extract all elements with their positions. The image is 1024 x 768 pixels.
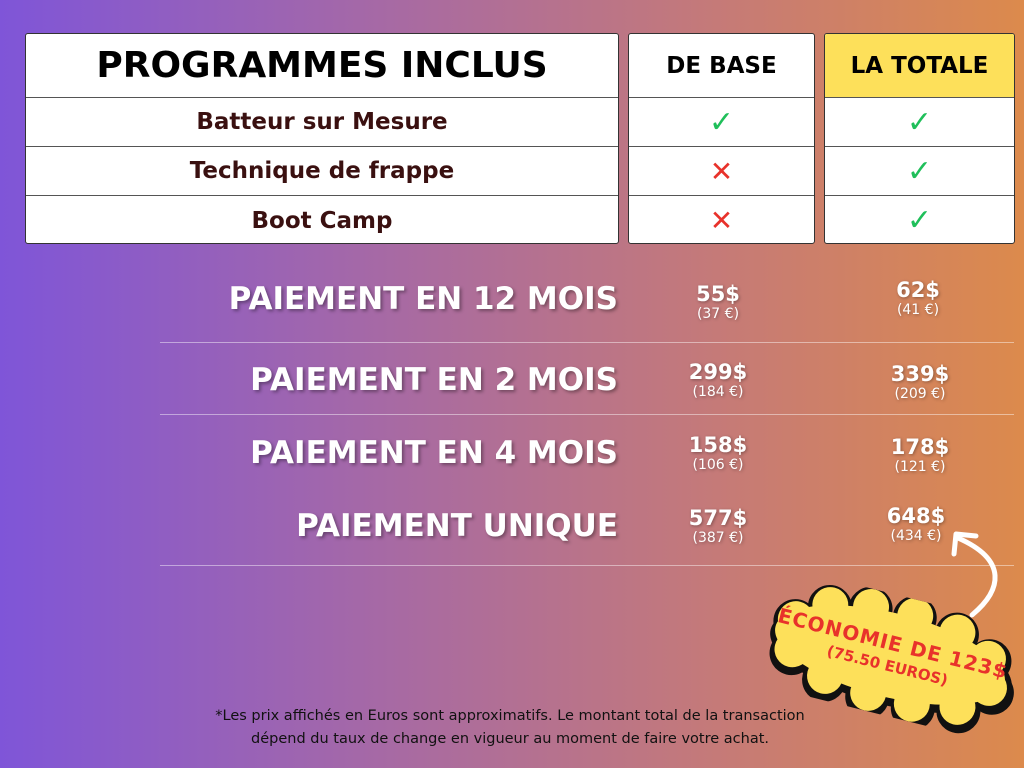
arrow-icon [951,531,998,618]
program-name: Boot Camp [251,207,393,234]
price-usd: 158$ [688,433,748,457]
plan-column-totale: LA TOTALE ✓ ✓ ✓ [824,33,1015,244]
price-eur: (209 €) [894,386,946,402]
price-totale: 62$ (41 €) [858,278,978,318]
price-eur: (184 €) [692,384,744,400]
check-icon: ✓ [629,98,814,147]
cross-icon: ✕ [709,204,734,237]
burst-shape [769,585,1014,734]
program-name: Technique de frappe [26,147,618,196]
check-icon: ✓ [906,203,933,238]
price-totale: 648$ (434 €) [856,504,976,544]
price-usd: 299$ [688,360,748,384]
price-base: 55$ (37 €) [658,282,778,322]
price-eur: (41 €) [896,302,940,318]
payment-label: PAIEMENT EN 12 MOIS [228,281,618,317]
programs-header: PROGRAMMES INCLUS [26,34,618,98]
price-base: 577$ (387 €) [658,506,778,546]
divider [160,342,1014,343]
payment-label: PAIEMENT EN 4 MOIS [250,435,618,471]
check-icon: ✓ [825,98,1014,147]
price-totale: 178$ (121 €) [860,435,980,475]
footnote-line: dépend du taux de change en vigueur au m… [251,731,769,747]
plan-header: LA TOTALE [825,34,1014,98]
price-usd: 577$ [688,506,748,530]
divider [160,565,1014,566]
price-base: 299$ (184 €) [658,360,778,400]
price-usd: 178$ [890,435,950,459]
footnote-line: *Les prix affichés en Euros sont approxi… [215,708,805,724]
price-usd: 55$ [696,282,740,306]
footnote: *Les prix affichés en Euros sont approxi… [180,705,840,751]
price-eur: (387 €) [692,530,744,546]
price-usd: 62$ [896,278,940,302]
price-totale: 339$ (209 €) [860,362,980,402]
program-name: Batteur sur Mesure [26,98,618,147]
price-eur: (37 €) [696,306,740,322]
check-icon: ✓ [825,147,1014,196]
savings-burst: ÉCONOMIE DE 123$ (75.50 EUROS) [749,565,1024,744]
plan-column-base: DE BASE ✓ ✕ ✕ [628,33,815,244]
plan-header: DE BASE [629,34,814,98]
programs-table: PROGRAMMES INCLUS Batteur sur Mesure Tec… [25,33,619,244]
price-usd: 339$ [890,362,950,386]
divider [160,414,1014,415]
cross-icon: ✕ [629,147,814,196]
price-eur: (434 €) [890,528,942,544]
price-base: 158$ (106 €) [658,433,778,473]
price-usd: 648$ [886,504,946,528]
payment-label: PAIEMENT EN 2 MOIS [250,362,618,398]
price-eur: (121 €) [894,459,946,475]
payment-label: PAIEMENT UNIQUE [296,508,618,544]
price-eur: (106 €) [692,457,744,473]
